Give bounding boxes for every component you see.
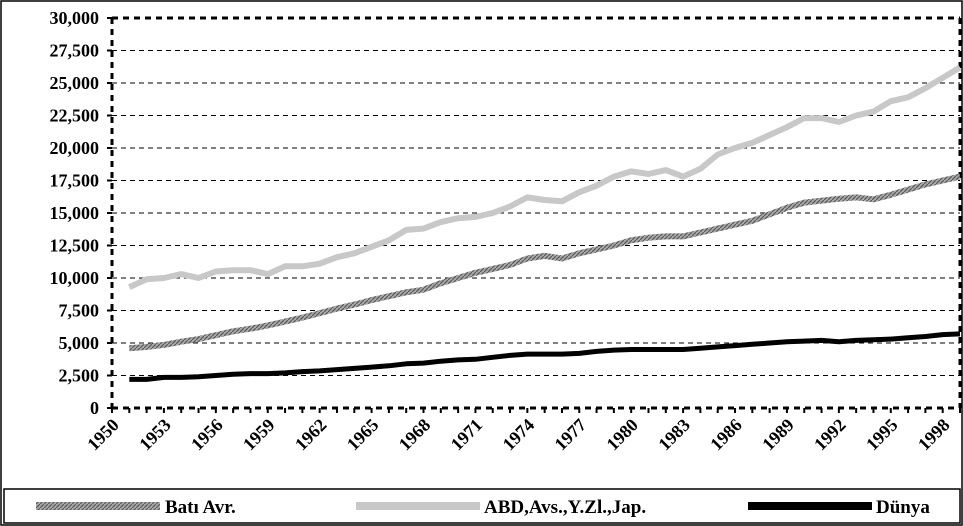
y-tick-label: 25,000 [50,73,100,93]
y-tick-label: 0 [90,398,99,418]
series-line-abd-avs-y-zl-jap [128,64,962,290]
y-tick-label: 2,500 [59,366,100,386]
series-line-bat-avr [129,173,961,352]
axis-layer [107,17,962,413]
y-tick-label: 7,500 [59,301,100,321]
y-tick-label: 22,500 [50,106,100,126]
y-tick-labels: 0 2,500 5,000 7,500 10,000 12,500 15,000 17,500… [50,8,100,418]
y-tick-label: 12,500 [50,236,100,256]
legend-label-bati-avr: Batı Avr. [165,497,236,518]
legend-swatch-dunya [748,502,872,510]
series-layer [128,64,962,382]
legend-swatch-bati-avr [36,502,160,510]
y-tick-label: 20,000 [50,138,100,158]
legend-label-dunya: Dünya [876,497,930,518]
y-tick-label: 17,500 [50,171,100,191]
y-tick-label: 5,000 [59,333,100,353]
y-tick-label: 30,000 [50,8,100,28]
y-tick-label: 27,500 [50,41,100,61]
y-tick-label: 15,000 [50,203,100,223]
legend: Batı Avr. ABD,Avs.,Y.Zl.,Jap. Dünya [3,488,961,524]
legend-label-abd: ABD,Avs.,Y.Zl.,Jap. [484,497,646,518]
legend-swatch-abd [356,502,480,510]
series-line-d-nya [129,331,961,382]
y-tick-label: 10,000 [50,268,100,288]
